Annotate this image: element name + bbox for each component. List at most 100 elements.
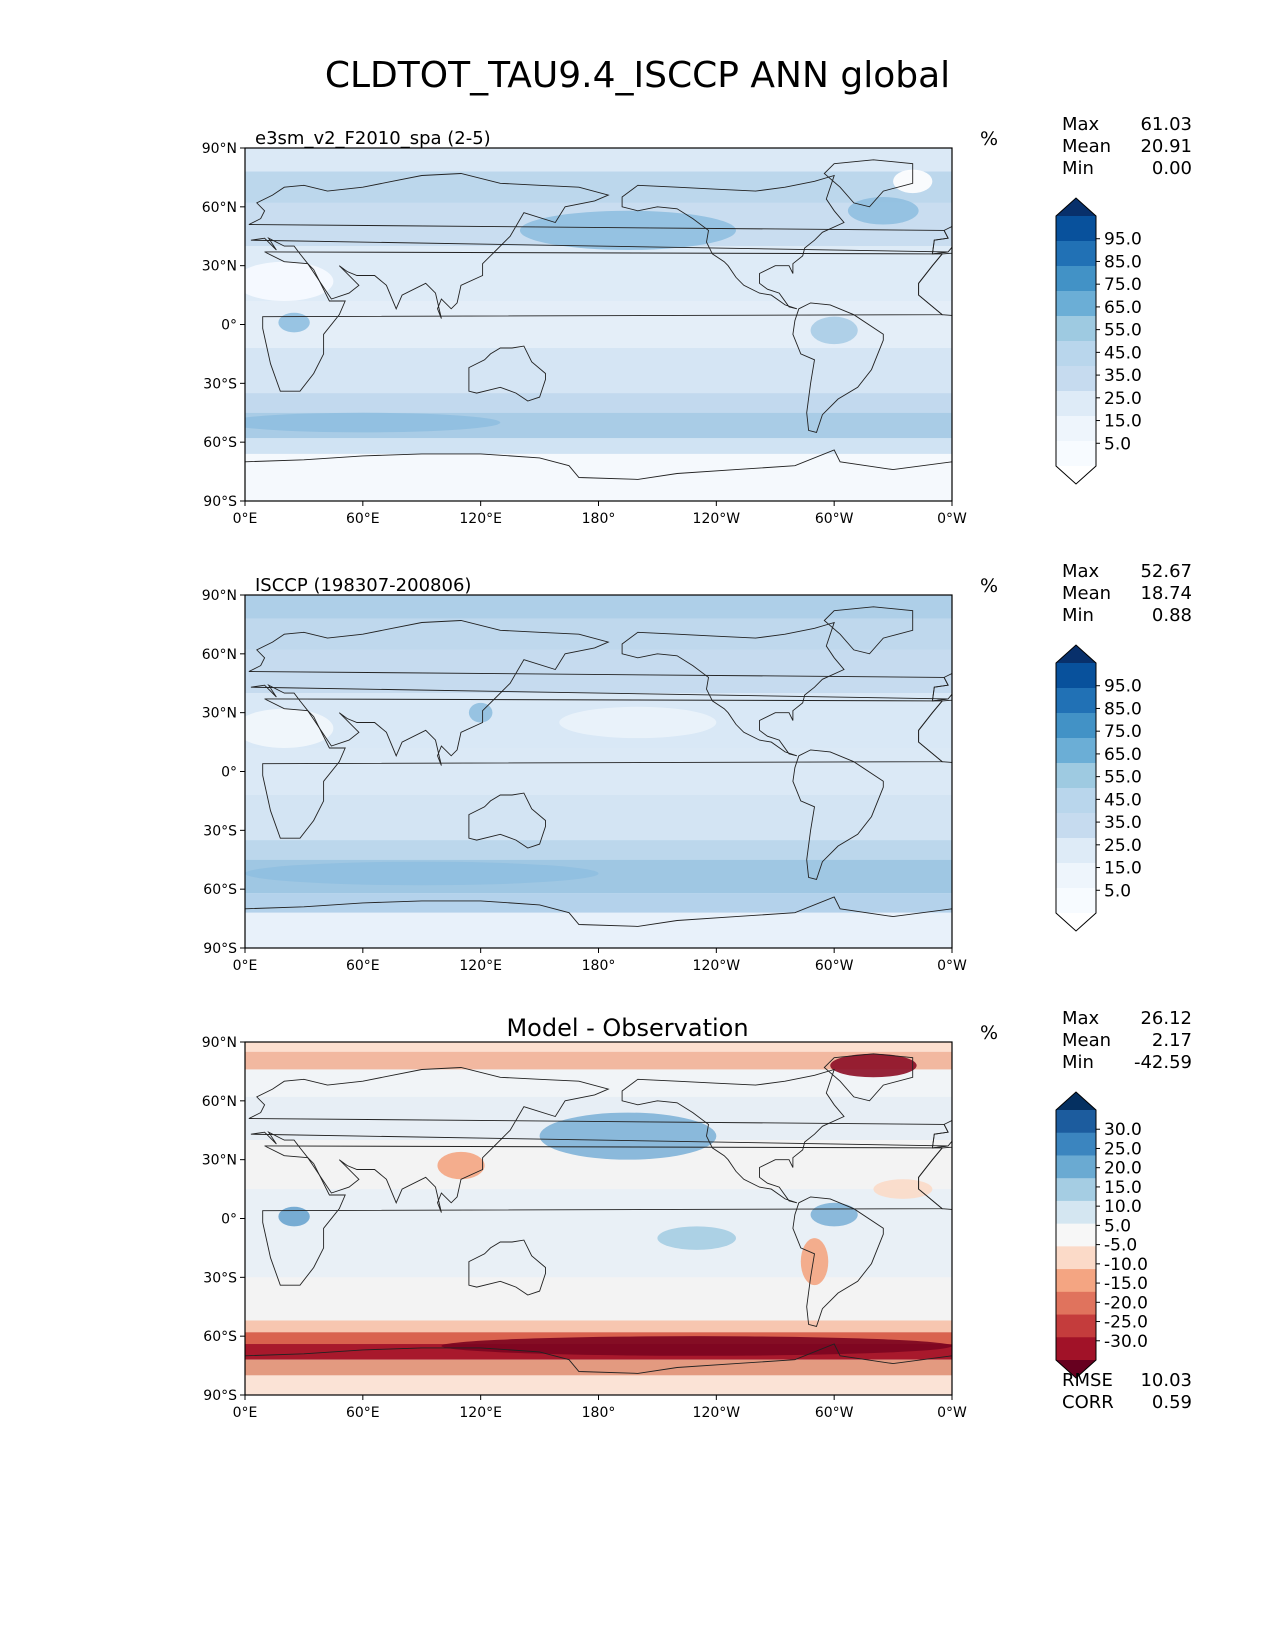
colorbar-tick-label: -15.0 bbox=[1104, 1274, 1148, 1294]
lat-tick-label: 60°N bbox=[202, 647, 237, 663]
colorbar-segment bbox=[1056, 863, 1096, 889]
colorbar-tick-label: 5.0 bbox=[1104, 1216, 1131, 1236]
colorbar-tick-label: 45.0 bbox=[1104, 790, 1142, 810]
lon-tick-label: 120°W bbox=[693, 511, 741, 527]
colorbar-segment bbox=[1056, 1291, 1096, 1316]
colorbar-tick-label: 25.0 bbox=[1104, 836, 1142, 856]
colorbar-tick-label: 55.0 bbox=[1104, 768, 1142, 788]
coastline-australia bbox=[468, 345, 546, 402]
colorbar-tick-label: 15.0 bbox=[1104, 859, 1142, 879]
colorbar-tick-label: -30.0 bbox=[1104, 1332, 1148, 1352]
lat-tick-label: 0° bbox=[221, 1212, 237, 1228]
colorbar-segment bbox=[1056, 888, 1096, 914]
stat-value: 2.17 bbox=[1151, 1030, 1192, 1051]
panel-title: ISCCP (198307-200806) bbox=[255, 575, 472, 596]
map-panel-obs: ISCCP (198307-200806)% Max 52.67 Mean 18.74 M… bbox=[0, 561, 1275, 1030]
colorbar-segment bbox=[1056, 813, 1096, 839]
unit-label: % bbox=[980, 575, 999, 597]
coastline-south_america bbox=[792, 302, 884, 433]
coastline-africa bbox=[262, 1145, 944, 1286]
stat-value: -42.59 bbox=[1133, 1052, 1192, 1073]
lon-tick-label: 60°E bbox=[346, 1405, 380, 1421]
lon-tick-label: 180° bbox=[582, 1405, 616, 1421]
colorbar-tick-label: 35.0 bbox=[1104, 813, 1142, 833]
colorbar-tick-label: 45.0 bbox=[1104, 343, 1142, 363]
lon-tick-label: 0°W bbox=[937, 511, 967, 527]
stat-row: CORR 0.59 bbox=[1062, 1392, 1192, 1414]
panel-title: Model - Observation bbox=[506, 1014, 749, 1042]
colorbar-segment bbox=[1056, 366, 1096, 392]
colorbar-tick-label: 65.0 bbox=[1104, 745, 1142, 765]
lat-tick-label: 30°S bbox=[203, 823, 237, 839]
colorbar-tick-label: 95.0 bbox=[1104, 230, 1142, 250]
lon-tick-label: 60°W bbox=[815, 511, 854, 527]
stat-row: Min 0.88 bbox=[1062, 605, 1192, 627]
coastline-north_america bbox=[621, 174, 845, 310]
colorbar-segment bbox=[1056, 1246, 1096, 1270]
stat-label: Max bbox=[1062, 1008, 1100, 1029]
stat-label: RMSE bbox=[1062, 1370, 1113, 1391]
colorbar-segment bbox=[1056, 1269, 1096, 1293]
colorbar-tick-label: 75.0 bbox=[1104, 275, 1142, 295]
map-panel-model: e3sm_v2_F2010_spa (2-5)% Max 61.03 Mean 20.9… bbox=[0, 114, 1275, 583]
stat-label: Mean bbox=[1062, 136, 1112, 157]
stat-value: 18.74 bbox=[1140, 583, 1192, 604]
colorbar-tick-label: 35.0 bbox=[1104, 366, 1142, 386]
colorbar-segment bbox=[1056, 241, 1096, 267]
colorbar-tick-label: 25.0 bbox=[1104, 389, 1142, 409]
colorbar-tick-label: -5.0 bbox=[1104, 1236, 1137, 1256]
colorbar-obs: 95.085.0 75.0 65.0 55.045.0 35.0 25.0 15.05.0 bbox=[1055, 644, 1142, 932]
coastline-antarctica bbox=[245, 896, 952, 948]
lon-tick-label: 0°W bbox=[937, 958, 967, 974]
colorbar-segment bbox=[1056, 1132, 1096, 1156]
lon-tick-label: 120°W bbox=[693, 1405, 741, 1421]
lat-tick-label: 90°N bbox=[202, 141, 237, 157]
lon-tick-label: 60°W bbox=[815, 958, 854, 974]
colorbar-segment bbox=[1056, 1178, 1096, 1202]
stat-label: Min bbox=[1062, 605, 1094, 626]
colorbar-tick-label: 65.0 bbox=[1104, 298, 1142, 318]
colorbar-tick-label: 10.0 bbox=[1104, 1197, 1142, 1217]
colorbar-segment bbox=[1056, 216, 1096, 242]
colorbar-segment bbox=[1056, 1337, 1096, 1361]
colorbar-tick-label: 85.0 bbox=[1104, 252, 1142, 272]
stat-row: Max 52.67 bbox=[1062, 561, 1192, 583]
lon-tick-label: 120°E bbox=[459, 511, 502, 527]
unit-label: % bbox=[980, 128, 999, 150]
stat-value: 52.67 bbox=[1140, 561, 1192, 582]
stat-row: Mean 18.74 bbox=[1062, 583, 1192, 605]
map-obs: 90°N 60°N 30°N 0° 30°S 60°S 90°S0°E 60°E 120°E 18… bbox=[202, 588, 967, 974]
lat-tick-label: 90°N bbox=[202, 1035, 237, 1051]
stat-row: Max 26.12 bbox=[1062, 1008, 1192, 1030]
colorbar-segment bbox=[1056, 663, 1096, 689]
coastline-eurasia bbox=[248, 620, 949, 766]
stat-row: Max 61.03 bbox=[1062, 114, 1192, 136]
colorbar-segment bbox=[1056, 688, 1096, 714]
figure-title: CLDTOT_TAU9.4_ISCCP ANN global bbox=[324, 55, 951, 96]
colorbar-segment bbox=[1056, 1155, 1096, 1179]
colorbar-segment bbox=[1056, 838, 1096, 864]
map-panel-diff: Model - Observation% Max 26.12 Mean 2.17 Min -… bbox=[0, 1008, 1275, 1477]
coastline-africa bbox=[262, 251, 944, 392]
lon-tick-label: 0°E bbox=[233, 1405, 258, 1421]
lon-tick-label: 120°E bbox=[459, 958, 502, 974]
lat-tick-label: 60°S bbox=[203, 435, 237, 451]
colorbar-segment bbox=[1056, 1200, 1096, 1225]
lat-tick-label: 90°S bbox=[203, 941, 237, 957]
colorbar-tick-label: 85.0 bbox=[1104, 699, 1142, 719]
lat-tick-label: 90°S bbox=[203, 1388, 237, 1404]
stat-row: RMSE 10.03 bbox=[1062, 1370, 1192, 1392]
stat-value: 0.59 bbox=[1151, 1392, 1192, 1413]
colorbar-segment bbox=[1056, 341, 1096, 367]
lat-tick-label: 60°N bbox=[202, 1094, 237, 1110]
colorbar-segment bbox=[1056, 763, 1096, 789]
coastline-antarctica bbox=[245, 1343, 952, 1395]
colorbar-segment bbox=[1056, 738, 1096, 764]
colorbar-model: 95.085.0 75.0 65.0 55.045.0 35.0 25.0 15.05.0 bbox=[1055, 197, 1142, 485]
coastline-greenland bbox=[823, 606, 914, 655]
stat-value: 20.91 bbox=[1140, 136, 1192, 157]
stats-block: Max 26.12 Mean 2.17 Min -42.59 bbox=[1062, 1008, 1192, 1074]
lon-tick-label: 120°W bbox=[693, 958, 741, 974]
colorbar-tick-label: -20.0 bbox=[1104, 1293, 1148, 1313]
stat-value: 61.03 bbox=[1140, 114, 1192, 135]
